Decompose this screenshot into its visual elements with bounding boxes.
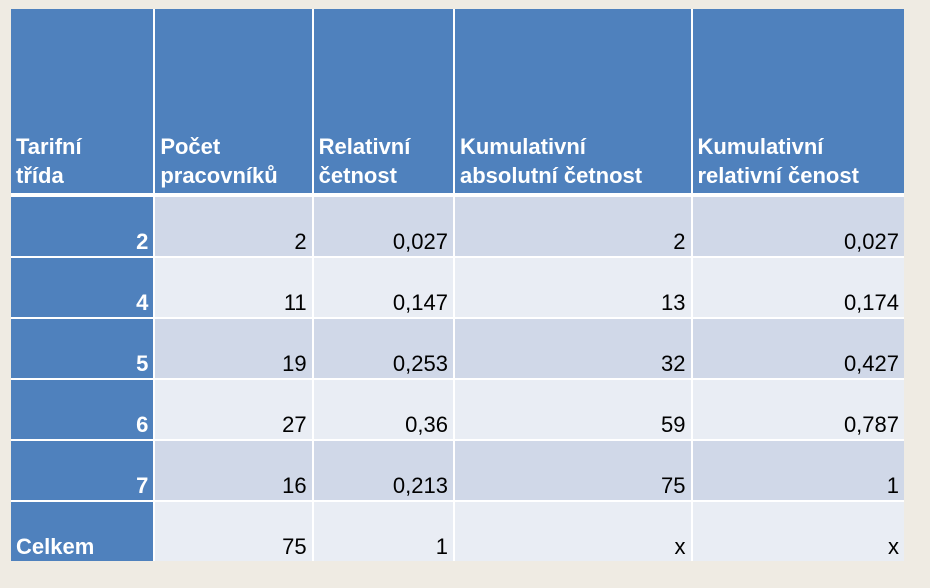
- row-label: 5: [11, 318, 156, 380]
- worker-count-cell: 11: [154, 257, 314, 319]
- table-row: 7 16 0,213 75 1: [11, 440, 904, 502]
- table-row: 4 11 0,147 13 0,174: [11, 257, 904, 319]
- header-cumulative-relative-frequency: Kumulativní relativní čenost: [691, 9, 904, 197]
- cumulative-relative-cell: 0,027: [691, 195, 904, 258]
- cumulative-relative-cell: 0,787: [691, 379, 904, 441]
- row-label: 2: [11, 195, 156, 258]
- row-label: 6: [11, 379, 156, 441]
- row-label: 4: [11, 257, 156, 319]
- relative-frequency-cell: 0,253: [312, 318, 455, 380]
- header-tariff-class: Tarifní třída: [11, 9, 156, 197]
- cumulative-relative-cell: 0,174: [691, 257, 904, 319]
- cumulative-absolute-cell: 75: [453, 440, 693, 502]
- relative-frequency-total-cell: 1: [312, 501, 455, 561]
- table-row: 5 19 0,253 32 0,427: [11, 318, 904, 380]
- cumulative-absolute-total-cell: x: [453, 501, 693, 561]
- header-relative-frequency: Relativní četnost: [312, 9, 455, 197]
- header-cumulative-absolute-frequency: Kumulativní absolutní četnost: [453, 9, 693, 197]
- cumulative-absolute-cell: 13: [453, 257, 693, 319]
- header-worker-count: Počet pracovníků: [154, 9, 314, 197]
- row-label: 7: [11, 440, 156, 502]
- table-row: 2 2 0,027 2 0,027: [11, 195, 904, 258]
- frequency-table-container: Tarifní třída Počet pracovníků Relativní…: [11, 9, 904, 561]
- worker-count-cell: 16: [154, 440, 314, 502]
- worker-count-cell: 2: [154, 195, 314, 258]
- frequency-table: Tarifní třída Počet pracovníků Relativní…: [11, 9, 904, 561]
- cumulative-relative-cell: 0,427: [691, 318, 904, 380]
- cumulative-relative-cell: 1: [691, 440, 904, 502]
- table-row: 6 27 0,36 59 0,787: [11, 379, 904, 441]
- worker-count-cell: 27: [154, 379, 314, 441]
- cumulative-absolute-cell: 59: [453, 379, 693, 441]
- worker-count-cell: 19: [154, 318, 314, 380]
- total-row: Celkem 75 1 x x: [11, 501, 904, 561]
- header-row: Tarifní třída Počet pracovníků Relativní…: [11, 9, 904, 197]
- relative-frequency-cell: 0,213: [312, 440, 455, 502]
- cumulative-absolute-cell: 32: [453, 318, 693, 380]
- relative-frequency-cell: 0,147: [312, 257, 455, 319]
- worker-count-total-cell: 75: [154, 501, 314, 561]
- cumulative-absolute-cell: 2: [453, 195, 693, 258]
- total-label: Celkem: [11, 501, 156, 561]
- cumulative-relative-total-cell: x: [691, 501, 904, 561]
- relative-frequency-cell: 0,36: [312, 379, 455, 441]
- relative-frequency-cell: 0,027: [312, 195, 455, 258]
